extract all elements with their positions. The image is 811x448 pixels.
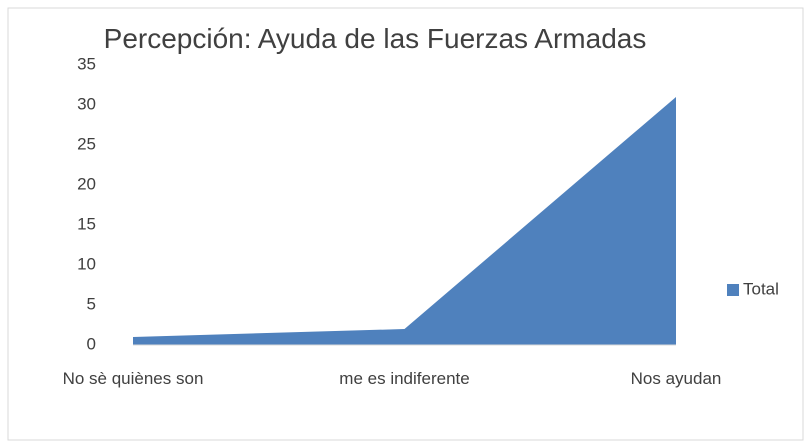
y-tick-label: 15 [77,214,96,233]
y-tick-label: 5 [87,294,96,313]
legend-swatch [727,284,739,296]
y-tick-label: 30 [77,94,96,113]
chart-title: Percepción: Ayuda de las Fuerzas Armadas [103,23,647,54]
legend-label: Total [743,279,779,298]
y-tick-label: 35 [77,54,96,73]
x-tick-label: Nos ayudan [630,369,722,388]
x-tick-label: No sè quiènes son [62,369,204,388]
y-tick-label: 25 [77,134,96,153]
y-tick-label: 20 [77,174,96,193]
y-tick-label: 0 [87,334,96,353]
y-tick-label: 10 [77,254,96,273]
x-tick-label: me es indiferente [339,369,470,388]
area [133,97,676,345]
